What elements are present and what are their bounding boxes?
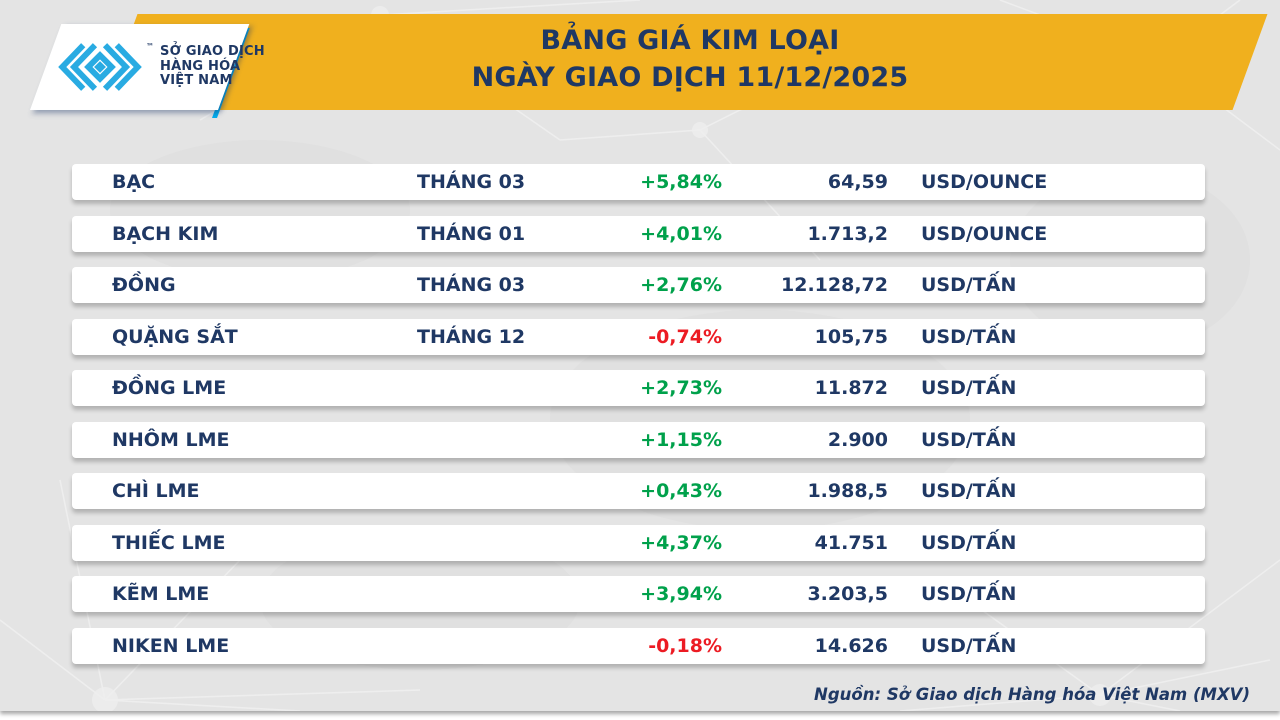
price-unit: USD/TẤN (921, 634, 1017, 657)
commodity-name: CHÌ LME (112, 480, 200, 502)
page-title: BẢNG GIÁ KIM LOẠI NGÀY GIAO DỊCH 11/12/2… (190, 22, 1190, 96)
percent-change: +0,43% (640, 480, 722, 502)
price-value: 41.751 (814, 531, 888, 554)
percent-change: +2,76% (640, 274, 722, 296)
commodity-name: KẼM LME (112, 583, 210, 605)
price-value: 14.626 (814, 634, 888, 657)
table-row: THIẾC LME +4,37% 41.751 USD/TẤN (72, 524, 1205, 561)
mxv-logo: ™ SỞ GIAO DỊCH HÀNG HÓA VIỆT NAM (58, 36, 265, 98)
contract-month: THÁNG 12 (417, 325, 526, 348)
percent-change: +4,37% (640, 531, 722, 554)
price-value: 2.900 (827, 428, 888, 451)
price-unit: USD/OUNCE (921, 171, 1048, 193)
logo-org-line-1: SỞ GIAO DỊCH (160, 44, 265, 60)
commodity-name: THIẾC LME (112, 531, 226, 554)
commodity-name: QUẶNG SẮT (112, 325, 238, 348)
percent-change: +1,15% (640, 428, 722, 451)
table-row: BẠCH KIM THÁNG 01 +4,01% 1.713,2 USD/OUN… (72, 215, 1205, 252)
price-unit: USD/TẤN (921, 531, 1017, 554)
contract-month: THÁNG 03 (417, 171, 526, 193)
price-unit: USD/TẤN (921, 325, 1017, 348)
logo-org-name: SỞ GIAO DỊCH HÀNG HÓA VIỆT NAM (160, 45, 265, 89)
table-row: BẠC THÁNG 03 +5,84% 64,59 USD/OUNCE (72, 164, 1205, 200)
trademark-symbol: ™ (146, 42, 154, 51)
table-row: QUẶNG SẮT THÁNG 12 -0,74% 105,75 USD/TẤN (72, 318, 1205, 355)
table-row: NIKEN LME -0,18% 14.626 USD/TẤN (72, 627, 1205, 664)
price-unit: USD/TẤN (921, 480, 1017, 502)
price-value: 12.128,72 (781, 274, 888, 296)
commodity-name: BẠCH KIM (112, 222, 219, 245)
price-unit: USD/TẤN (921, 377, 1017, 399)
table-row: KẼM LME +3,94% 3.203,5 USD/TẤN (72, 576, 1205, 612)
price-unit: USD/OUNCE (921, 222, 1048, 245)
table-row: ĐỒNG LME +2,73% 11.872 USD/TẤN (72, 370, 1205, 406)
table-row: CHÌ LME +0,43% 1.988,5 USD/TẤN (72, 473, 1205, 509)
percent-change: -0,74% (648, 325, 722, 348)
commodity-name: BẠC (112, 171, 156, 193)
contract-month: THÁNG 01 (417, 222, 526, 245)
percent-change: +2,73% (640, 377, 722, 399)
price-value: 11.872 (814, 377, 888, 399)
source-credit: Nguồn: Sở Giao dịch Hàng hóa Việt Nam (M… (814, 685, 1250, 704)
price-value: 64,59 (827, 171, 888, 193)
title-line-2: NGÀY GIAO DỊCH 11/12/2025 (471, 62, 909, 93)
commodity-name: ĐỒNG LME (112, 377, 227, 399)
price-value: 1.713,2 (807, 222, 888, 245)
price-unit: USD/TẤN (921, 583, 1017, 605)
percent-change: +4,01% (640, 222, 722, 245)
commodity-name: NHÔM LME (112, 428, 230, 451)
contract-month: THÁNG 03 (417, 274, 526, 296)
price-unit: USD/TẤN (921, 274, 1017, 296)
mxv-logo-icon (58, 43, 142, 91)
percent-change: +3,94% (640, 583, 722, 605)
percent-change: -0,18% (648, 634, 722, 657)
logo-org-line-2: HÀNG HÓA (160, 58, 241, 74)
price-value: 3.203,5 (807, 583, 888, 605)
percent-change: +5,84% (640, 171, 722, 193)
price-table: BẠC THÁNG 03 +5,84% 64,59 USD/OUNCE BẠCH… (72, 164, 1205, 679)
commodity-name: NIKEN LME (112, 634, 230, 657)
table-row: ĐỒNG THÁNG 03 +2,76% 12.128,72 USD/TẤN (72, 267, 1205, 303)
title-line-1: BẢNG GIÁ KIM LOẠI (540, 25, 840, 56)
price-value: 105,75 (814, 325, 888, 348)
logo-org-line-3: VIỆT NAM (160, 73, 233, 89)
table-row: NHÔM LME +1,15% 2.900 USD/TẤN (72, 421, 1205, 458)
price-value: 1.988,5 (807, 480, 888, 502)
commodity-name: ĐỒNG (112, 274, 176, 296)
price-unit: USD/TẤN (921, 428, 1017, 451)
